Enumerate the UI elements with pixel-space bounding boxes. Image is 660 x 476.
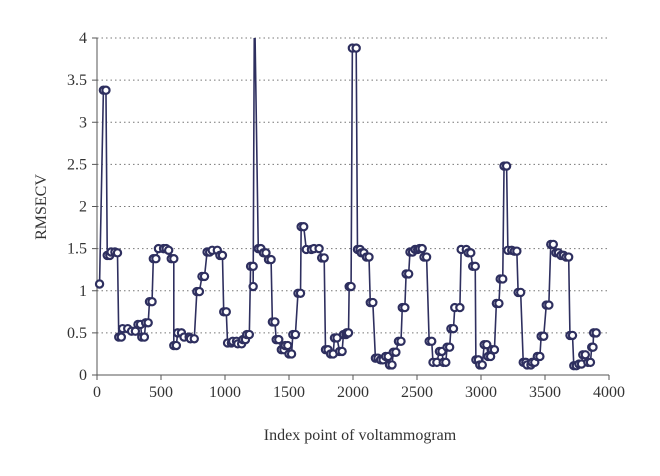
data-point	[400, 302, 410, 313]
data-point	[101, 85, 111, 95]
data-point	[221, 307, 231, 317]
y-tick-label: 0.5	[67, 325, 87, 342]
y-tick-label: 3.5	[67, 72, 87, 89]
x-tick-label: 4000	[593, 384, 625, 401]
data-point	[421, 252, 432, 262]
x-tick-label: 3000	[465, 384, 497, 401]
data-point	[314, 243, 324, 254]
data-point	[143, 318, 153, 328]
data-point	[364, 252, 374, 262]
x-tick-label: 0	[93, 384, 101, 401]
x-tick-label: 1000	[209, 384, 241, 401]
data-point	[477, 360, 487, 370]
data-point	[544, 300, 554, 310]
x-axis-label: Index point of voltammogram	[264, 427, 457, 444]
data-point	[548, 239, 559, 250]
data-point	[270, 317, 280, 327]
data-point	[248, 281, 258, 292]
data-point	[498, 274, 508, 284]
data-point	[448, 323, 459, 334]
data-point	[189, 334, 199, 344]
data-point	[441, 357, 451, 368]
data-point	[171, 340, 182, 351]
plot-area	[94, 38, 601, 371]
y-tick-label: 0	[79, 367, 87, 384]
y-tick-label: 4	[79, 30, 87, 47]
data-point	[163, 245, 174, 256]
y-tick-label: 2	[79, 199, 87, 216]
data-point	[286, 349, 297, 359]
data-point	[319, 253, 329, 263]
data-point	[266, 254, 276, 265]
data-point	[501, 161, 512, 171]
data-point	[494, 298, 504, 309]
x-tick-label: 2500	[401, 384, 433, 401]
data-point	[515, 287, 526, 298]
data-point	[591, 328, 601, 338]
data-point	[244, 329, 255, 340]
data-point	[299, 222, 309, 232]
data-point	[396, 336, 406, 346]
data-point	[368, 297, 378, 308]
y-tick-label: 2.5	[67, 156, 87, 173]
data-point	[444, 342, 455, 352]
y-tick-label: 1.5	[67, 241, 87, 258]
x-tick-label: 3500	[529, 384, 561, 401]
data-point	[147, 297, 157, 307]
x-tick-label: 500	[149, 384, 173, 401]
data-point	[455, 302, 465, 313]
data-point	[274, 334, 284, 345]
data-point	[295, 288, 306, 298]
data-line	[98, 38, 597, 367]
data-point	[112, 248, 123, 258]
data-point	[116, 332, 127, 342]
data-point	[535, 351, 545, 362]
data-point	[283, 340, 293, 351]
y-tick-label: 3	[79, 114, 87, 131]
data-point	[580, 350, 591, 360]
data-point	[585, 357, 596, 368]
data-point	[346, 281, 356, 292]
data-point	[387, 360, 397, 370]
data-point	[169, 254, 179, 264]
data-point	[466, 248, 476, 258]
data-point	[94, 279, 105, 289]
data-point	[588, 342, 598, 352]
data-point	[539, 331, 549, 341]
y-tick-label: 1	[79, 283, 87, 300]
x-tick-label: 2000	[337, 384, 369, 401]
data-point	[194, 286, 205, 297]
data-point	[151, 254, 161, 264]
data-point	[417, 243, 427, 254]
data-point	[351, 43, 361, 53]
data-point	[470, 261, 480, 272]
data-point	[199, 271, 210, 282]
data-point	[217, 250, 228, 261]
data-point	[567, 330, 578, 341]
data-point	[290, 329, 301, 340]
data-point	[248, 261, 258, 272]
data-point	[512, 246, 522, 256]
data-point	[563, 252, 574, 262]
data-point	[427, 336, 437, 346]
data-point	[489, 345, 500, 355]
data-point	[391, 347, 401, 357]
data-point	[343, 328, 354, 338]
y-axis-label: RMSECV	[33, 174, 50, 240]
data-point	[337, 346, 347, 357]
x-tick-label: 1500	[273, 384, 305, 401]
data-point	[139, 332, 150, 342]
data-point	[403, 269, 414, 279]
